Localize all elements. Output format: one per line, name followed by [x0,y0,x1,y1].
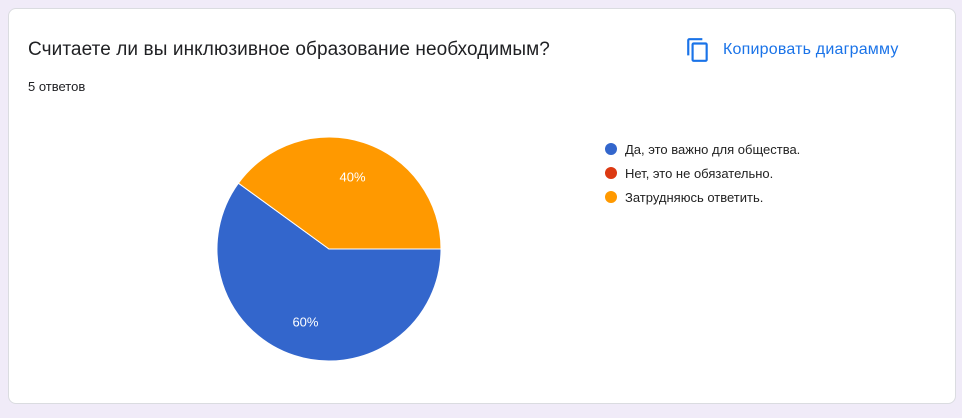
question-title: Считаете ли вы инклюзивное образование н… [28,39,550,60]
legend-label-2: Нет, это не обязательно. [625,165,774,181]
pie-labels: 60% 40% [292,170,366,330]
legend-item-2: Нет, это не обязательно. [605,161,800,185]
response-count: 5 ответов [28,79,86,94]
pie-slice-1[interactable] [216,182,442,362]
legend-swatch-1 [605,143,617,155]
pie-slices [216,136,442,362]
copy-chart-label: Копировать диаграмму [723,41,899,58]
pie-label-3: 40% [340,170,366,185]
legend-item-1: Да, это важно для общества. [605,137,800,161]
pie-slice-3[interactable] [237,136,442,250]
copy-chart-button[interactable]: Копировать диаграмму [681,33,903,67]
chart-legend: Да, это важно для общества. Нет, это не о… [605,137,800,209]
pie-chart: 60% 40% [216,136,442,362]
legend-item-3: Затрудняюсь ответить. [605,185,800,209]
legend-swatch-2 [605,167,617,179]
pie-label-1: 60% [292,314,318,329]
copy-icon [685,37,711,63]
legend-swatch-3 [605,191,617,203]
legend-label-1: Да, это важно для общества. [625,141,801,157]
chart-card: Считаете ли вы инклюзивное образование н… [8,8,956,404]
legend-label-3: Затрудняюсь ответить. [625,189,764,205]
